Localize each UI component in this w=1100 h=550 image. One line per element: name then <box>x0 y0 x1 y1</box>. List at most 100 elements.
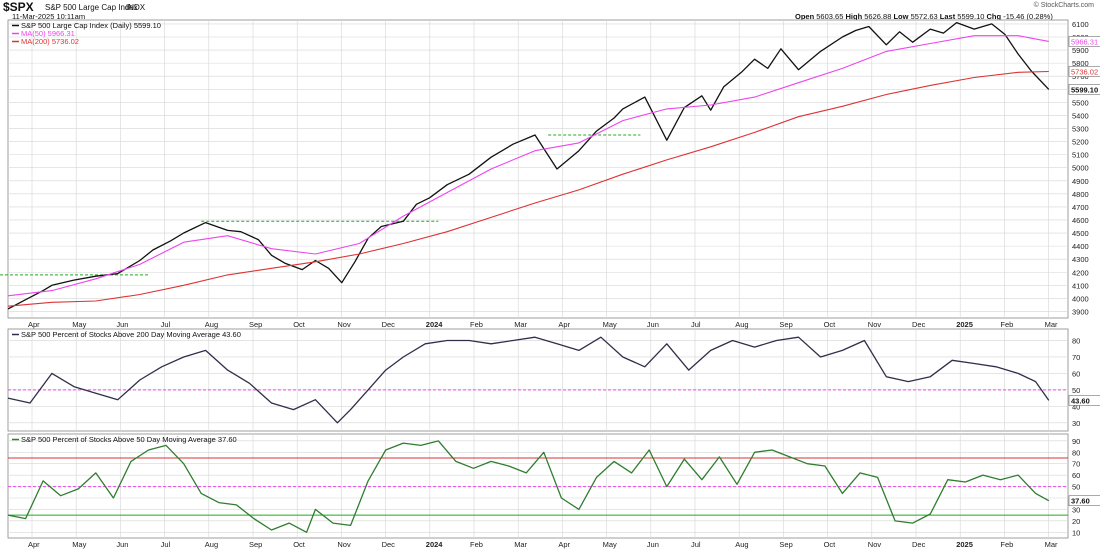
y-tick-label: 60 <box>1072 471 1080 480</box>
y-tick-label: 30 <box>1072 419 1080 428</box>
exchange-label: INDX <box>126 3 146 12</box>
x-tick-label: Mar <box>514 540 527 549</box>
y-tick-label: 5200 <box>1072 138 1089 147</box>
x-tick-label: Jun <box>647 540 659 549</box>
x-tick-label: Jun <box>647 320 659 329</box>
x-tick-label: Apr <box>558 540 570 549</box>
x-tick-label: Feb <box>1000 540 1013 549</box>
y-tick-label: 4000 <box>1072 294 1089 303</box>
x-tick-label: Apr <box>28 540 40 549</box>
x-tick-label: Mar <box>1045 540 1058 549</box>
breadth200-panel: 30 40 50 60 70 80 S&P 500 Percent of Stocks Ab… <box>7 328 1100 432</box>
x-tick-label: Jun <box>116 320 128 329</box>
last-value-box <box>1068 495 1100 506</box>
last-value-label: 5966.31 <box>1071 37 1098 46</box>
x-tick-label: Jul <box>161 320 171 329</box>
y-tick-label: 3900 <box>1072 307 1089 316</box>
x-tick-label: Oct <box>293 540 306 549</box>
x-tick-label: Dec <box>382 540 396 549</box>
timestamp: 11-Mar-2025 10:11am <box>12 12 86 21</box>
x-tick-label: Jul <box>161 540 171 549</box>
last-label: Last <box>939 12 956 21</box>
series-line-3 <box>7 70 1049 307</box>
y-tick-label: 70 <box>1072 460 1080 469</box>
last-value-box <box>1068 36 1100 47</box>
x-tick-label: Aug <box>735 540 748 549</box>
y-tick-label: 50 <box>1072 386 1080 395</box>
x-tick-label: Mar <box>514 320 527 329</box>
open-value: 5603.65 <box>816 12 844 21</box>
panel-frame <box>7 19 1069 319</box>
last-value-box <box>1068 84 1100 95</box>
last-value-box <box>1068 66 1100 77</box>
last-value-label: 5599.10 <box>1071 85 1098 94</box>
y-tick-label: 5400 <box>1072 111 1089 120</box>
x-tick-label: May <box>603 320 617 329</box>
x-tick-label: Sep <box>249 320 262 329</box>
x-tick-label: Oct <box>824 320 837 329</box>
x-tick-label: 2025 <box>956 540 973 549</box>
y-tick-label: 5100 <box>1072 151 1089 160</box>
last-value-box <box>1068 395 1100 406</box>
x-tick-label: 2024 <box>426 320 444 329</box>
y-tick-label: 30 <box>1072 505 1080 514</box>
x-tick-label: Dec <box>912 540 926 549</box>
series-line-1 <box>7 440 1050 533</box>
y-tick-label: 10 <box>1072 528 1080 537</box>
x-tick-label: Nov <box>337 540 351 549</box>
series-line-1 <box>7 21 1050 310</box>
chg-value: -15.46 (0.28%) <box>1003 12 1053 21</box>
y-tick-label: 4100 <box>1072 281 1089 290</box>
x-tick-label: Aug <box>205 540 218 549</box>
x-tick-label: Dec <box>382 320 396 329</box>
price-panel: 3900 4000 4100 4200 4300 4400 4500 4600 4700 4800… <box>0 19 1100 329</box>
symbol-name: S&P 500 Large Cap Index <box>45 3 138 12</box>
symbol-label: $SPX <box>3 0 34 14</box>
chg-label: Chg <box>986 12 1002 21</box>
y-tick-label: 50 <box>1072 483 1080 492</box>
y-tick-label: 5500 <box>1072 98 1089 107</box>
y-tick-label: 60 <box>1072 369 1080 378</box>
legend-label: MA(200) 5736.02 <box>21 37 79 46</box>
x-tick-label: Nov <box>868 320 882 329</box>
y-tick-label: 4600 <box>1072 216 1089 225</box>
x-tick-label: Feb <box>470 320 483 329</box>
y-tick-label: 4300 <box>1072 255 1089 264</box>
x-tick-label: Jul <box>691 540 701 549</box>
y-tick-label: 5300 <box>1072 124 1089 133</box>
open-label: Open <box>795 12 815 21</box>
x-tick-label: Aug <box>205 320 218 329</box>
x-tick-label: Sep <box>779 540 792 549</box>
quote-bar: Open 5603.65 High 5626.88 Low 5572.63 La… <box>795 12 1053 21</box>
low-value: 5572.63 <box>910 12 938 21</box>
high-value: 5626.88 <box>864 12 892 21</box>
y-tick-label: 40 <box>1072 402 1080 411</box>
panel-frame <box>7 328 1069 432</box>
x-tick-label: 2024 <box>426 540 444 549</box>
x-tick-label: Apr <box>28 320 40 329</box>
x-tick-label: Nov <box>868 540 882 549</box>
x-tick-label: Jun <box>116 540 128 549</box>
last-value-label: 43.60 <box>1071 396 1090 405</box>
x-tick-label: Sep <box>779 320 792 329</box>
y-tick-label: 5900 <box>1072 46 1089 55</box>
legend-label: S&P 500 Percent of Stocks Above 200 Day … <box>21 330 241 339</box>
x-tick-label: Mar <box>1045 320 1058 329</box>
x-tick-label: Feb <box>1000 320 1013 329</box>
high-label: High <box>845 12 863 21</box>
x-tick-label: May <box>603 540 617 549</box>
x-tick-label: Jul <box>691 320 701 329</box>
legend-label: MA(50) 5966.31 <box>21 29 75 38</box>
x-tick-label: Nov <box>337 320 351 329</box>
last-value-label: 37.60 <box>1071 497 1090 506</box>
y-tick-label: 4400 <box>1072 242 1089 251</box>
y-tick-label: 4200 <box>1072 268 1089 277</box>
y-tick-label: 90 <box>1072 437 1080 446</box>
breadth50-panel: 102030405060708090S&P 500 Percent of Sto… <box>7 433 1100 549</box>
series-line-2 <box>7 35 1049 297</box>
x-tick-label: Oct <box>293 320 306 329</box>
series-line-1 <box>7 336 1050 424</box>
y-tick-label: 4500 <box>1072 229 1089 238</box>
legend-label: S&P 500 Large Cap Index (Daily) 5599.10 <box>21 21 161 30</box>
